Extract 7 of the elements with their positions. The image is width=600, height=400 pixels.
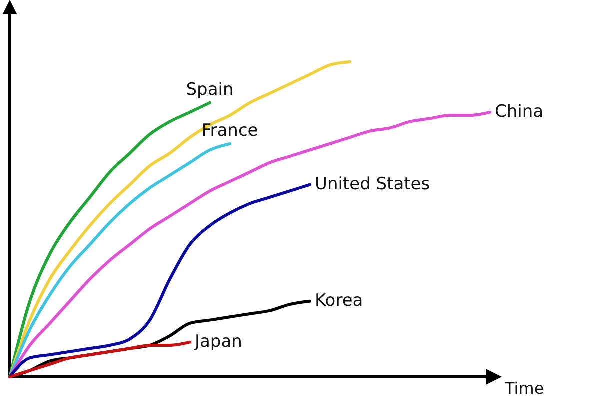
series-label: Japan [194,332,242,352]
series-label: Spain [186,80,234,100]
x-axis-title: Time [504,379,544,398]
series-label: France [202,120,258,141]
series-label: United States [315,174,430,195]
series-label: Korea [315,291,364,312]
series-label: China [495,102,544,122]
